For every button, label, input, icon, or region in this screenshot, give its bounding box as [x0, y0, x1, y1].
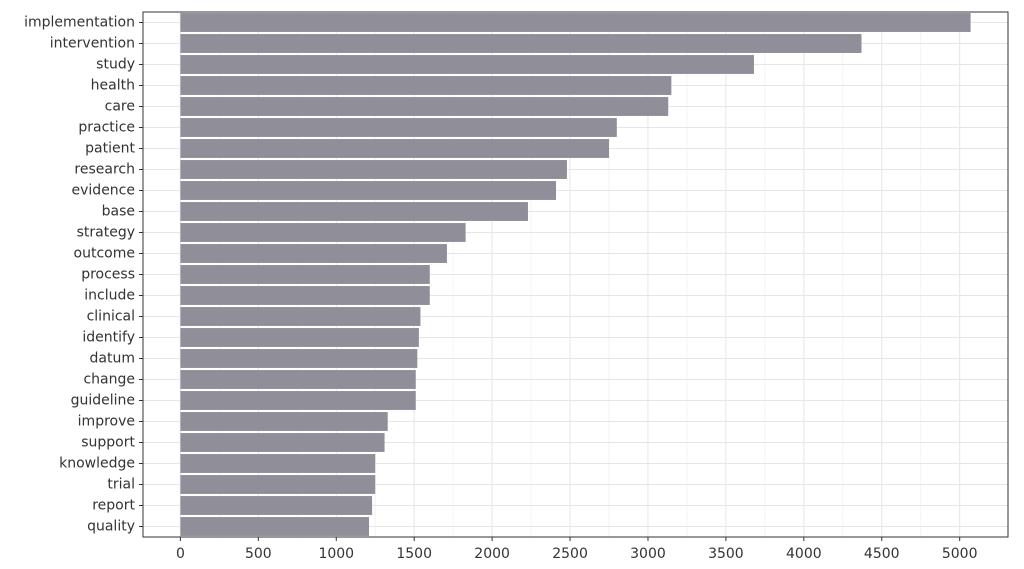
bar [180, 97, 669, 116]
bar [180, 412, 388, 431]
bar [180, 286, 430, 305]
y-tick-label: study [96, 57, 135, 73]
bar [180, 496, 373, 515]
bar [180, 454, 376, 473]
bar [180, 160, 567, 179]
y-tick-label: implementation [24, 15, 135, 31]
y-tick-label: quality [87, 519, 135, 535]
y-tick-label: datum [90, 351, 135, 367]
x-tick-label: 3500 [708, 546, 744, 562]
y-tick-label: report [92, 498, 135, 514]
y-tick-label: improve [78, 414, 135, 430]
bar [180, 202, 528, 221]
y-tick-label: identify [82, 330, 135, 346]
bar [180, 475, 376, 494]
bar [180, 34, 862, 53]
y-tick-label: intervention [50, 36, 135, 52]
bar [180, 307, 421, 326]
y-tick-label: clinical [87, 309, 135, 325]
x-tick-label: 500 [245, 546, 272, 562]
bar [180, 349, 418, 368]
bar [180, 13, 971, 32]
bar [180, 55, 754, 74]
bar [180, 244, 447, 263]
bar [180, 328, 419, 347]
x-tick-label: 1500 [396, 546, 432, 562]
bar [180, 265, 430, 284]
x-tick-label: 3000 [630, 546, 666, 562]
bar [180, 139, 610, 158]
y-tick-label: patient [85, 141, 135, 157]
x-tick-label: 4000 [786, 546, 822, 562]
y-tick-label: base [102, 204, 135, 220]
y-tick-label: knowledge [59, 456, 135, 472]
y-tick-label: practice [78, 120, 135, 136]
bar [180, 433, 385, 452]
bar [180, 391, 416, 410]
bar [180, 370, 416, 389]
x-tick-label: 2000 [474, 546, 510, 562]
bar [180, 223, 466, 242]
panel-border [142, 11, 1009, 538]
x-tick-label: 0 [176, 546, 185, 562]
bar [180, 181, 557, 200]
x-tick-label: 2500 [552, 546, 588, 562]
x-tick-label: 1000 [318, 546, 354, 562]
y-tick-label: guideline [71, 393, 135, 409]
y-tick-label: support [81, 435, 135, 451]
y-tick-label: health [91, 78, 135, 94]
y-tick-label: trial [107, 477, 135, 493]
bar [180, 517, 369, 536]
x-tick-label: 4500 [864, 546, 900, 562]
y-tick-label: outcome [74, 246, 135, 262]
bar [180, 76, 672, 95]
y-tick-label: include [84, 288, 135, 304]
y-tick-label: research [74, 162, 135, 178]
bar [180, 118, 617, 137]
y-tick-label: care [105, 99, 135, 115]
y-tick-label: change [83, 372, 135, 388]
y-tick-label: evidence [72, 183, 135, 199]
x-tick-label: 5000 [942, 546, 978, 562]
y-tick-label: process [81, 267, 135, 283]
y-tick-label: strategy [77, 225, 135, 241]
